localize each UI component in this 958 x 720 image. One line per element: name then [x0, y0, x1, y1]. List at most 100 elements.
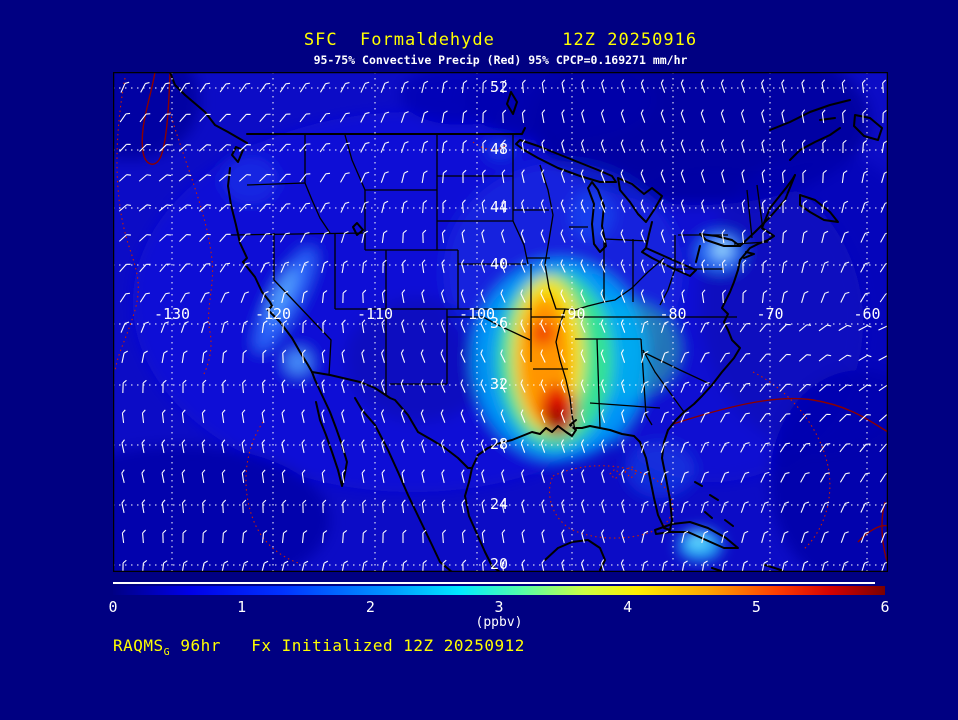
wind-barb — [620, 289, 626, 303]
wind-barb — [721, 229, 726, 244]
wind-barb — [259, 143, 271, 152]
wind-barb — [762, 229, 767, 244]
wind-barb — [840, 261, 850, 273]
wind-barb — [680, 139, 686, 153]
wind-barb — [360, 171, 370, 183]
wind-barb — [319, 142, 331, 153]
wind-barb — [861, 170, 868, 184]
wind-barb — [620, 109, 626, 123]
wind-barb — [760, 471, 770, 483]
wind-barb — [521, 169, 525, 183]
wind-barb — [820, 472, 830, 483]
wind-barb — [242, 499, 247, 514]
wind-barb — [119, 112, 131, 123]
wind-barb — [801, 290, 809, 303]
wind-barb — [342, 289, 347, 304]
wind-barb — [700, 109, 706, 123]
wind-barb — [500, 229, 506, 243]
wind-barb — [118, 174, 131, 182]
wind-barb — [620, 349, 626, 363]
state-borders — [230, 134, 769, 431]
wind-barb — [680, 169, 686, 183]
wind-barb — [761, 109, 765, 123]
wind-barb — [441, 110, 448, 124]
wind-barb — [220, 291, 230, 303]
wind-barb — [700, 321, 710, 333]
wind-barb — [482, 109, 487, 124]
wind-barb — [520, 319, 526, 333]
wind-barb — [421, 289, 425, 303]
wind-barb — [580, 349, 586, 363]
wind-barb — [521, 529, 526, 544]
wind-barb — [541, 79, 546, 94]
wind-barb — [239, 113, 251, 123]
wind-barb — [802, 169, 807, 184]
wind-barb — [600, 139, 606, 153]
wind-barb — [501, 499, 505, 513]
wind-barb — [259, 173, 271, 182]
wind-barb — [719, 352, 730, 363]
wind-barb — [721, 259, 726, 274]
colorbar-tick: 5 — [751, 598, 761, 616]
wind-barb — [460, 379, 466, 393]
wind-barb — [138, 174, 152, 182]
wind-barb — [221, 439, 226, 454]
lon-grid-label: -100 — [459, 305, 495, 323]
colorbar-tick: 1 — [237, 598, 247, 616]
wind-barb — [219, 262, 231, 273]
wind-barb — [759, 323, 771, 333]
wind-barb — [701, 199, 705, 213]
wind-barb — [361, 319, 366, 334]
wind-barb — [858, 384, 872, 392]
wind-barb — [600, 409, 606, 423]
lon-grid-label: -80 — [659, 305, 686, 323]
wind-barb — [501, 169, 506, 184]
wind-barb — [221, 409, 226, 424]
wind-barb — [402, 529, 407, 544]
graticule: -130 -120 -110 -100 -90 -80 -70 -60524844403632… — [113, 72, 888, 572]
colorbar-ticks: 0 1 2 3 4 5 6 — [108, 598, 889, 616]
wind-barb — [401, 499, 406, 514]
wind-barb — [740, 79, 746, 93]
wind-barb — [480, 289, 486, 303]
wind-barb — [241, 320, 248, 334]
wind-barb — [421, 80, 429, 93]
wind-barb — [339, 112, 350, 123]
wind-barb — [640, 169, 646, 183]
wind-barb — [621, 409, 625, 423]
wind-barb — [681, 530, 689, 543]
wind-barb — [381, 349, 385, 363]
wind-barb — [720, 441, 730, 453]
wind-barb — [561, 139, 565, 153]
wind-barb — [441, 469, 445, 483]
wind-barb — [540, 349, 546, 363]
wind-barb — [601, 469, 605, 483]
wind-barb — [819, 443, 831, 453]
wind-barb — [142, 379, 147, 394]
colorbar: 0 1 2 3 4 5 6 (ppbv) — [108, 582, 890, 632]
wind-barb — [521, 139, 526, 154]
wind-barb — [481, 469, 485, 483]
wind-barb — [640, 109, 646, 123]
wind-barb — [502, 79, 507, 94]
wind-barb — [741, 169, 745, 183]
wind-barb — [680, 441, 690, 453]
wind-barb — [739, 352, 751, 363]
colorbar-tick: 6 — [880, 598, 890, 616]
wind-barb — [201, 320, 209, 333]
run-info-text: 96hr Fx Initialized 12Z 20250912 — [170, 636, 525, 655]
wind-barb — [241, 439, 246, 454]
wind-barb — [341, 469, 346, 484]
coastlines — [169, 72, 883, 572]
lat-grid-label: 36 — [490, 314, 508, 332]
wind-barb — [580, 259, 586, 273]
wind-barb — [481, 529, 486, 544]
wind-barb — [681, 229, 685, 243]
wind-barb — [781, 530, 789, 543]
wind-barb — [460, 319, 466, 333]
wind-barb — [381, 469, 386, 484]
wind-barb — [400, 81, 409, 93]
wind-barb — [299, 143, 311, 153]
wind-barb — [198, 144, 212, 152]
wind-barb — [520, 349, 526, 363]
